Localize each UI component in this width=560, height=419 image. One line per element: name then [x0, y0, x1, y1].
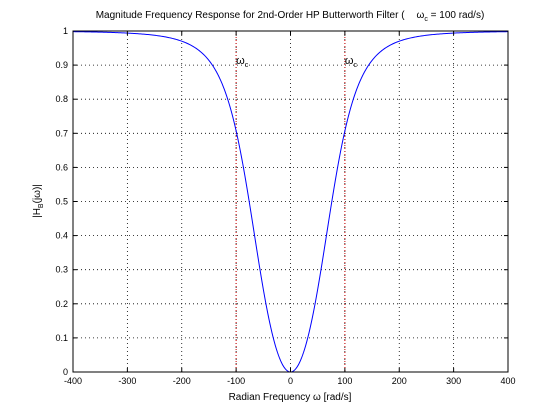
- cutoff-label: ωc: [345, 55, 358, 69]
- y-tick-label: 0.6: [55, 162, 68, 172]
- x-tick-label: 400: [500, 376, 515, 386]
- chart-title-omega: ω: [417, 10, 425, 21]
- ticks: [72, 30, 509, 373]
- y-axis-label: |HB(jω)|: [32, 184, 45, 218]
- cutoff-labels: ωc ωc: [236, 55, 357, 69]
- x-tick-label: 100: [337, 376, 352, 386]
- x-tick-label: -100: [227, 376, 245, 386]
- y-axis-label-pre: |H: [32, 208, 43, 218]
- chart-title-main: Magnitude Frequency Response for 2nd-Ord…: [96, 10, 406, 21]
- y-tick-label: 0.5: [55, 197, 68, 207]
- y-tick-label: 0.2: [55, 299, 68, 309]
- x-tick-label: 0: [288, 376, 293, 386]
- y-tick-label: 0.4: [55, 231, 68, 241]
- y-tick-label: 0.9: [55, 60, 68, 70]
- x-tick-label: 300: [446, 376, 461, 386]
- y-axis-label-post: (jω)|: [32, 184, 43, 203]
- x-tick-label: -400: [64, 376, 82, 386]
- plot-area: [73, 31, 508, 372]
- x-tick-label: 200: [392, 376, 407, 386]
- chart-title-sub: c: [424, 16, 428, 23]
- cutoff-label: ωc: [236, 55, 249, 69]
- x-tick-label: -300: [118, 376, 136, 386]
- grid-lines: [73, 31, 508, 372]
- chart-title: Magnitude Frequency Response for 2nd-Ord…: [96, 10, 485, 23]
- chart-title-rest: = 100 rad/s): [428, 10, 484, 21]
- x-axis-label: Radian Frequency ω [rad/s]: [229, 392, 352, 403]
- y-axis-label-sub: B: [38, 203, 45, 208]
- tick-labels: -400 -300 -200 -100 0 100 200 300 400 0 0.1 0.2 0.3 0…: [55, 26, 515, 386]
- y-tick-label: 0.1: [55, 333, 68, 343]
- y-tick-label: 0.3: [55, 265, 68, 275]
- x-tick-label: -200: [173, 376, 191, 386]
- y-tick-label: 1: [63, 26, 68, 36]
- y-tick-label: 0.8: [55, 94, 68, 104]
- y-tick-label: 0.7: [55, 128, 68, 138]
- y-tick-label: 0: [63, 367, 68, 377]
